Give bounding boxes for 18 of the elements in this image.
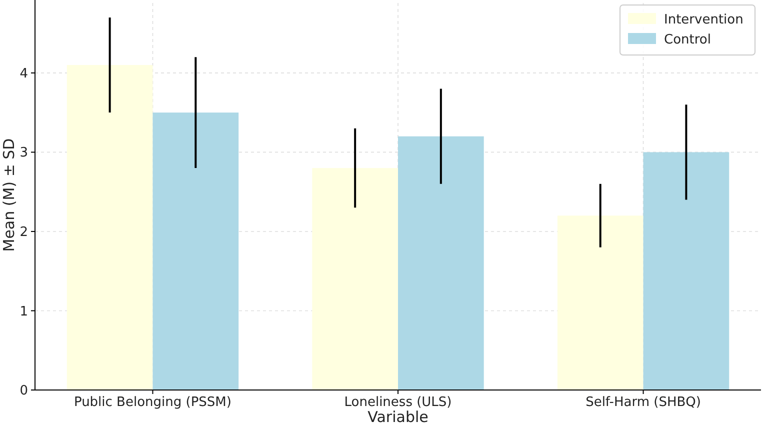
bar xyxy=(643,152,730,390)
bar xyxy=(557,216,644,390)
bar xyxy=(398,136,484,390)
x-axis-title: Variable xyxy=(368,408,428,425)
y-axis-title: Mean (M) ± SD xyxy=(0,138,18,252)
y-tick-label: 2 xyxy=(20,225,28,240)
x-tick-label: Loneliness (ULS) xyxy=(344,395,452,410)
bar xyxy=(66,65,153,390)
x-tick-label: Self-Harm (SHBQ) xyxy=(586,395,701,410)
y-tick-label: 1 xyxy=(20,304,28,320)
bar xyxy=(152,112,239,390)
y-tick-label: 0 xyxy=(20,384,28,399)
y-tick-label: 3 xyxy=(20,146,28,161)
legend-label: Control xyxy=(664,32,711,48)
legend-label: Intervention xyxy=(664,12,744,28)
y-tick-label: 4 xyxy=(20,66,28,82)
bar xyxy=(312,168,398,390)
x-tick-label: Public Belonging (PSSM) xyxy=(74,395,232,410)
